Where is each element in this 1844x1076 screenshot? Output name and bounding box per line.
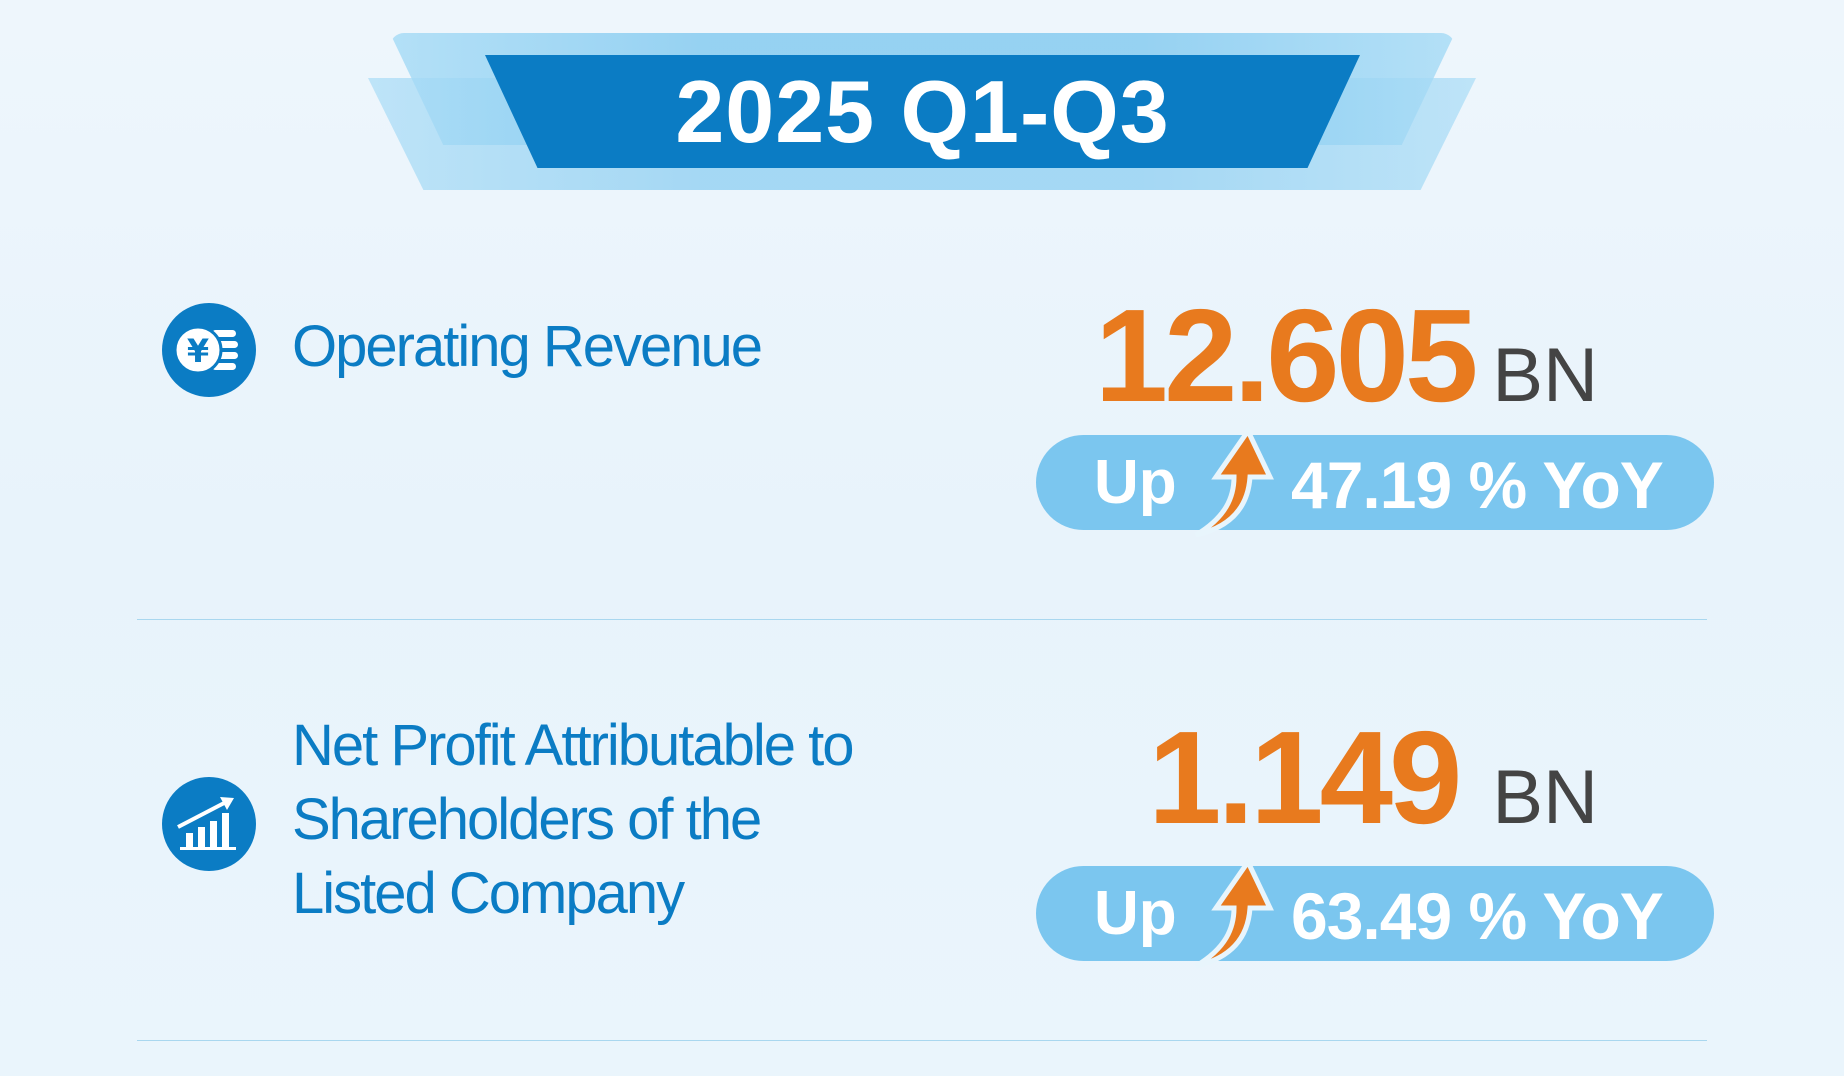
change-value: 63.49 % YoY [1291, 879, 1664, 953]
metric-value-group: 12.605 BN [1095, 290, 1598, 422]
up-arrow-icon [1194, 858, 1274, 968]
metric-unit: BN [1492, 333, 1598, 418]
metric-label: Net Profit Attributable to Shareholders … [292, 709, 855, 931]
metric-value: 1.149 [1148, 704, 1462, 851]
label-line: Shareholders of the [292, 787, 762, 852]
period-banner: 2025 Q1-Q3 [485, 55, 1360, 168]
yen-coins-icon: ¥ [162, 303, 256, 397]
metric-value-group: 1.149 BN [1148, 712, 1598, 844]
change-direction: Up [1094, 448, 1177, 517]
label-line: Listed Company [292, 861, 685, 926]
yoy-change-badge: Up 47.19 % YoY [1036, 427, 1714, 537]
metric-label: Operating Revenue [292, 314, 763, 379]
divider [137, 619, 1707, 620]
change-direction: Up [1094, 879, 1177, 948]
page-title: 2025 Q1-Q3 [675, 61, 1170, 161]
up-arrow-icon [1194, 427, 1274, 537]
metric-unit: BN [1492, 755, 1598, 840]
divider [137, 1040, 1707, 1041]
label-line: Net Profit Attributable to [292, 713, 855, 778]
yoy-change-badge: Up 63.49 % YoY [1036, 858, 1714, 968]
metric-value: 12.605 [1094, 282, 1479, 429]
change-value: 47.19 % YoY [1291, 448, 1664, 522]
bar-chart-growth-icon [162, 777, 256, 871]
svg-text:¥: ¥ [187, 332, 209, 370]
